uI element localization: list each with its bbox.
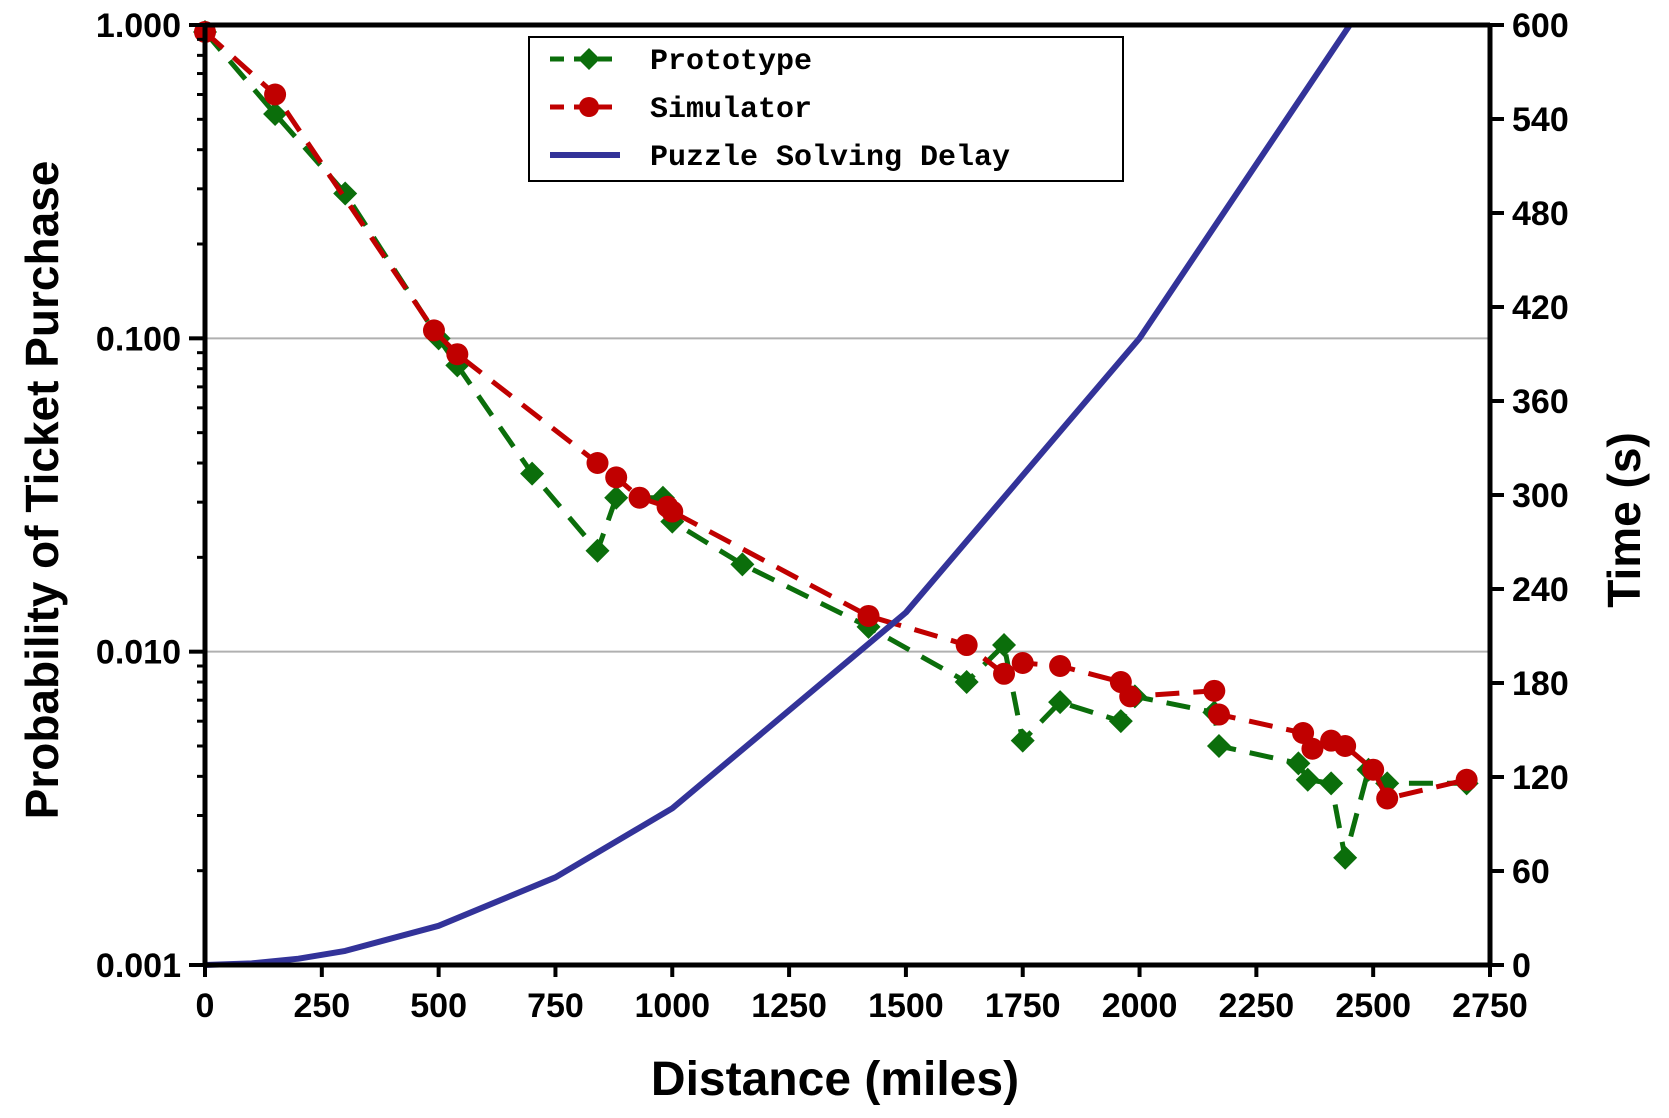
y2-tick-label: 60 (1512, 853, 1550, 891)
data-point-simulator (446, 343, 469, 366)
y2-tick-label: 240 (1512, 571, 1569, 609)
y2-tick-label: 540 (1512, 101, 1569, 139)
series-line-puzzle-solving-delay (204, 23, 1353, 968)
legend-label-prototype: Prototype (650, 45, 812, 79)
axes (189, 22, 1504, 977)
y2-tick-label: 360 (1512, 383, 1569, 421)
data-point-prototype (263, 101, 288, 126)
data-point-prototype (1010, 728, 1035, 753)
data-point-prototype (520, 461, 545, 486)
data-point-simulator (1301, 737, 1324, 760)
y-tick-label: 0.010 (96, 634, 181, 672)
x-tick-label: 1000 (634, 987, 710, 1025)
data-point-simulator (1011, 652, 1034, 675)
data-point-prototype (1206, 733, 1231, 758)
data-point-prototype (1048, 690, 1073, 715)
y-tick-label: 1.000 (96, 7, 181, 45)
x-tick-label: 1500 (868, 987, 944, 1025)
data-point-prototype (1319, 771, 1344, 796)
legend: Prototype Simulator Puzzle Solving Delay (528, 36, 1124, 182)
x-axis-title: Distance (miles) (651, 1053, 1019, 1106)
x-tick-label: 2000 (1102, 987, 1178, 1025)
tick-labels: 0 250 500 750 1000 1250 1500 1750 2000 2250 2500 27… (96, 7, 1569, 1025)
data-point-simulator (1334, 734, 1357, 757)
y2-axis-title: Time (s) (1598, 432, 1650, 608)
y2-tick-label: 180 (1512, 665, 1569, 703)
x-tick-label: 2750 (1452, 987, 1528, 1025)
y2-tick-label: 420 (1512, 289, 1569, 327)
data-point-prototype (1295, 767, 1320, 792)
data-point-simulator (661, 500, 684, 523)
grid-lines (205, 337, 1490, 653)
data-point-simulator (1203, 679, 1226, 702)
data-point-simulator (955, 634, 978, 657)
data-point-simulator (264, 83, 287, 106)
data-point-prototype (730, 552, 755, 577)
x-tick-label: 250 (293, 987, 350, 1025)
y2-tick-label: 300 (1512, 477, 1569, 515)
data-point-simulator (1376, 787, 1399, 810)
y2-tick-label: 0 (1512, 947, 1531, 985)
data-point-prototype (604, 485, 629, 510)
data-point-simulator (586, 452, 609, 475)
data-point-simulator (857, 604, 880, 627)
data-point-simulator (628, 486, 651, 509)
data-point-simulator (422, 319, 445, 342)
data-point-simulator (605, 466, 628, 489)
data-point-prototype (992, 633, 1017, 658)
y2-tick-label: 480 (1512, 195, 1569, 233)
data-point-prototype (954, 670, 979, 695)
data-point-simulator (1207, 703, 1230, 726)
data-point-simulator (993, 662, 1016, 685)
y-tick-label: 0.100 (96, 320, 181, 358)
data-point-simulator (1049, 655, 1072, 678)
data-point-simulator (1362, 758, 1385, 781)
data-point-prototype (1108, 709, 1133, 734)
legend-box (528, 36, 1124, 182)
plot-area (193, 19, 1479, 968)
x-tick-label: 0 (196, 987, 215, 1025)
y-tick-label: 0.001 (96, 947, 181, 985)
y2-tick-label: 120 (1512, 759, 1569, 797)
data-point-simulator (1455, 768, 1478, 791)
legend-label-simulator: Simulator (650, 93, 812, 127)
data-point-prototype (1333, 845, 1358, 870)
legend-label-puzzle-solving-delay: Puzzle Solving Delay (650, 141, 1010, 175)
x-tick-label: 750 (527, 987, 584, 1025)
x-tick-label: 2250 (1219, 987, 1295, 1025)
x-tick-label: 500 (410, 987, 467, 1025)
x-tick-label: 1250 (751, 987, 827, 1025)
y-axis-title: Probability of Ticket Purchase (16, 161, 68, 820)
legend-marker-prototype (578, 48, 600, 70)
x-tick-label: 1750 (985, 987, 1061, 1025)
legend-marker-simulator (579, 97, 599, 117)
x-tick-label: 2500 (1335, 987, 1411, 1025)
y2-tick-label: 600 (1512, 7, 1569, 45)
data-point-simulator (1119, 685, 1142, 708)
data-point-prototype (585, 538, 610, 563)
data-point-prototype (1286, 751, 1311, 776)
